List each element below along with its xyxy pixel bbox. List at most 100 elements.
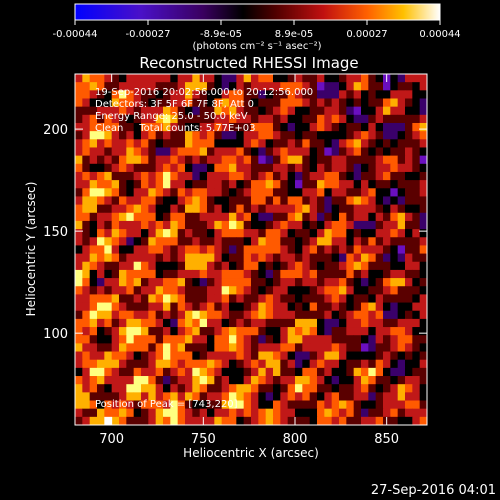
heatmap-cell — [346, 376, 355, 385]
heatmap-cell — [368, 147, 377, 157]
heatmap-cell — [273, 220, 281, 230]
heatmap-cell — [339, 180, 347, 189]
heatmap-cell — [221, 294, 230, 303]
heatmap-cell — [339, 90, 347, 99]
heatmap-cell — [361, 180, 369, 189]
heatmap-cell — [287, 147, 296, 157]
heatmap-cell — [119, 367, 127, 377]
heatmap-cell — [251, 351, 259, 361]
heatmap-cell — [361, 359, 369, 369]
heatmap-cell — [397, 229, 406, 238]
heatmap-cell — [280, 400, 289, 410]
heatmap-cell — [309, 408, 318, 418]
heatmap-cell — [361, 131, 369, 140]
heatmap-cell — [97, 351, 105, 361]
heatmap-cell — [97, 335, 105, 344]
heatmap-cell — [331, 147, 340, 157]
heatmap-cell — [148, 106, 157, 116]
heatmap-cell — [251, 335, 259, 344]
heatmap-cell — [258, 196, 267, 205]
heatmap-cell — [258, 204, 267, 214]
heatmap-cell — [170, 131, 179, 140]
heatmap-cell — [126, 122, 135, 132]
heatmap-cell — [368, 82, 377, 91]
heatmap-cell — [346, 155, 355, 165]
heatmap-cell — [97, 155, 105, 165]
heatmap-cell — [368, 392, 377, 401]
heatmap-cell — [405, 327, 413, 336]
heatmap-cell — [419, 253, 428, 263]
heatmap-cell — [346, 359, 355, 369]
heatmap-cell — [141, 278, 149, 287]
annotation-detectors: Detectors: 3F 5F 6F 7F 8F, Att 0 — [95, 99, 254, 110]
heatmap-cell — [265, 302, 274, 312]
heatmap-cell — [324, 147, 333, 157]
heatmap-cell — [148, 416, 157, 426]
heatmap-cell — [75, 106, 83, 116]
heatmap-cell — [82, 171, 91, 181]
heatmap-cell — [390, 82, 399, 91]
heatmap-cell — [185, 188, 193, 197]
heatmap-cell — [287, 392, 296, 401]
heatmap-cell — [287, 139, 296, 148]
heatmap-cell — [280, 122, 289, 132]
heatmap-cell — [361, 122, 369, 132]
heatmap-cell — [265, 245, 274, 254]
heatmap-cell — [82, 74, 91, 83]
heatmap-cell — [383, 106, 391, 116]
heatmap-cell — [361, 343, 369, 352]
heatmap-cell — [163, 171, 171, 181]
heatmap-cell — [214, 416, 223, 426]
heatmap-cell — [236, 310, 245, 320]
heatmap-cell — [317, 106, 325, 116]
heatmap-cell — [295, 384, 303, 393]
heatmap-cell — [236, 155, 245, 165]
heatmap-cell — [214, 188, 223, 197]
heatmap-cell — [317, 139, 325, 148]
heatmap-cell — [163, 196, 171, 205]
heatmap-cell — [317, 269, 325, 279]
heatmap-cell — [397, 74, 406, 83]
heatmap-cell — [199, 180, 208, 189]
heatmap-cell — [89, 139, 98, 148]
heatmap-cell — [346, 351, 355, 361]
heatmap-cell — [243, 269, 252, 279]
heatmap-cell — [317, 163, 325, 173]
heatmap-cell — [192, 147, 201, 157]
heatmap-cell — [353, 155, 362, 165]
heatmap-cell — [185, 106, 193, 116]
heatmap-cell — [170, 106, 179, 116]
heatmap-cell — [97, 318, 105, 328]
heatmap-cell — [185, 253, 193, 263]
heatmap-cell — [302, 245, 311, 254]
heatmap-cell — [390, 180, 399, 189]
heatmap-cell — [405, 204, 413, 214]
heatmap-cell — [243, 114, 252, 124]
heatmap-cell — [111, 212, 120, 222]
heatmap-cell — [170, 122, 179, 132]
heatmap-cell — [104, 114, 113, 124]
heatmap-cell — [119, 98, 127, 108]
heatmap-cell — [155, 114, 164, 124]
heatmap-cell — [133, 376, 142, 385]
heatmap-cell — [265, 147, 274, 157]
heatmap-cell — [119, 359, 127, 369]
heatmap-cell — [243, 204, 252, 214]
heatmap-cell — [397, 261, 406, 271]
heatmap-cell — [324, 82, 333, 91]
heatmap-cell — [265, 408, 274, 418]
heatmap-cell — [295, 196, 303, 205]
heatmap-cell — [361, 220, 369, 230]
heatmap-cell — [185, 237, 193, 246]
heatmap-cell — [185, 139, 193, 148]
heatmap-cell — [309, 359, 318, 369]
heatmap-cell — [419, 131, 428, 140]
heatmap-cell — [75, 408, 83, 418]
heatmap-cell — [82, 180, 91, 189]
heatmap-cell — [82, 294, 91, 303]
heatmap-cell — [111, 278, 120, 287]
heatmap-cell — [390, 408, 399, 418]
heatmap-cell — [236, 359, 245, 369]
heatmap-cell — [192, 98, 201, 108]
heatmap-cell — [177, 367, 186, 377]
